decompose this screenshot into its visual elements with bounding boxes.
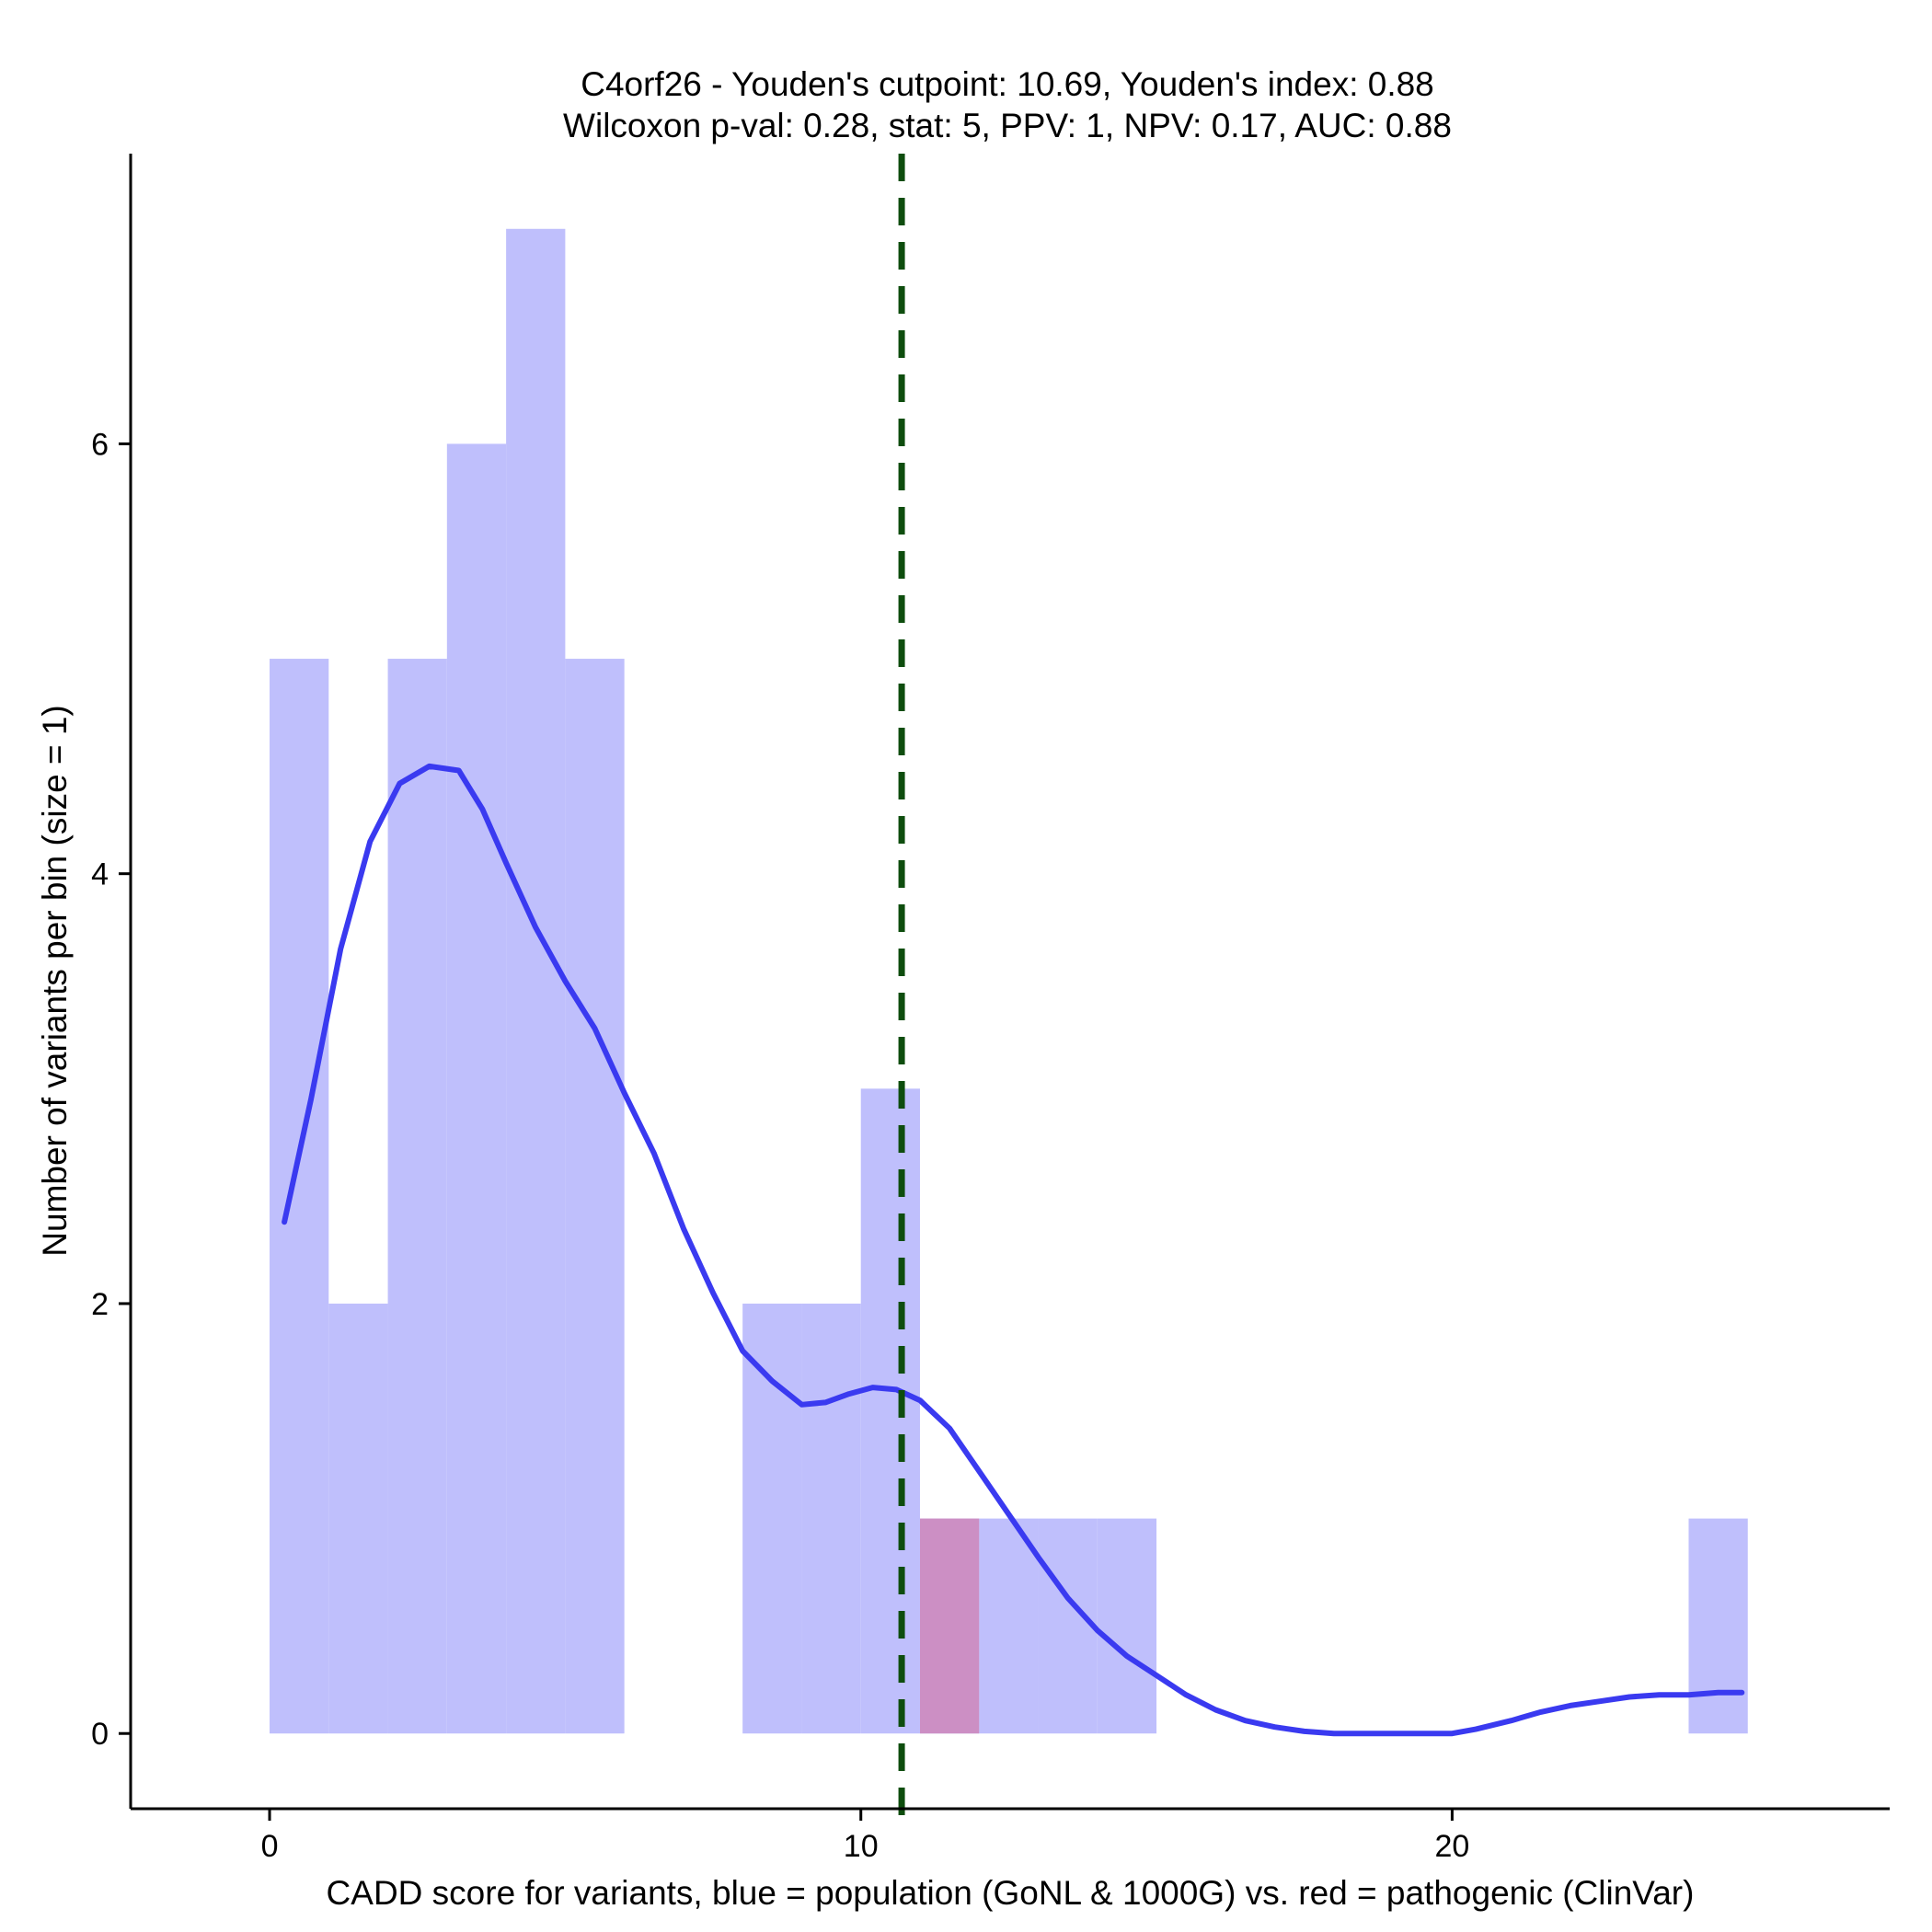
x-tick-label: 20 xyxy=(1434,1829,1469,1864)
population-bar xyxy=(387,659,447,1734)
population-bars xyxy=(270,228,1748,1734)
population-bar xyxy=(1097,1518,1157,1734)
density-curve xyxy=(282,763,1745,1737)
x-tick-label: 0 xyxy=(261,1829,279,1864)
population-bar xyxy=(860,1088,920,1734)
population-bar xyxy=(446,443,507,1734)
population-bar xyxy=(328,1303,388,1734)
population-bar xyxy=(801,1303,861,1734)
y-tick-label: 6 xyxy=(91,427,109,462)
x-axis-label: CADD score for variants, blue = populati… xyxy=(327,1874,1695,1912)
x-tick-label: 10 xyxy=(844,1829,879,1864)
population-bar xyxy=(1688,1518,1748,1734)
density-layer xyxy=(282,763,1745,1737)
y-ticks: 0 2 4 6 xyxy=(91,427,131,1752)
y-tick-label: 0 xyxy=(91,1717,109,1752)
x-ticks: 0 10 20 xyxy=(261,1809,1469,1864)
chart-subtitle: Wilcoxon p-val: 0.28, stat: 5, PPV: 1, N… xyxy=(563,107,1452,144)
population-bar xyxy=(565,659,625,1734)
population-bar xyxy=(270,659,329,1734)
y-tick-label: 4 xyxy=(91,857,109,892)
pathogenic-bars xyxy=(919,1518,980,1734)
y-tick-label: 2 xyxy=(91,1287,109,1322)
y-axis-label: Number of variants per bin (size = 1) xyxy=(36,705,74,1256)
chart-title: C4orf26 - Youden's cutpoint: 10.69, Youd… xyxy=(581,65,1434,103)
axes xyxy=(129,154,1890,1811)
population-bar xyxy=(742,1303,802,1734)
population-bar xyxy=(506,228,566,1734)
population-bar xyxy=(1038,1518,1098,1734)
pathogenic-bar xyxy=(919,1518,980,1734)
population-bar xyxy=(979,1518,1039,1734)
